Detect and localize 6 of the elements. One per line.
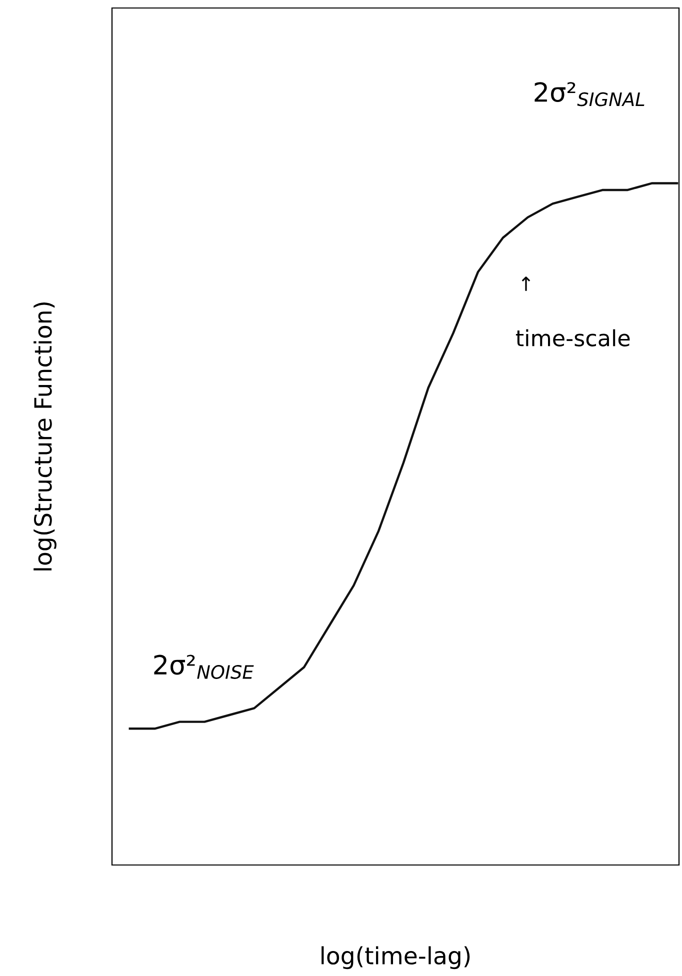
annotation: time-scale xyxy=(516,329,630,346)
text: 2σ²$_{SIGNAL}$ xyxy=(534,82,644,106)
x-axis-title: log(time-lag) xyxy=(322,946,470,970)
annotation: ↑ xyxy=(522,276,530,291)
y-axis-title: log(Structure Function) xyxy=(34,302,56,570)
annotation: 2σ²$_{NOISE}$ xyxy=(154,654,254,679)
